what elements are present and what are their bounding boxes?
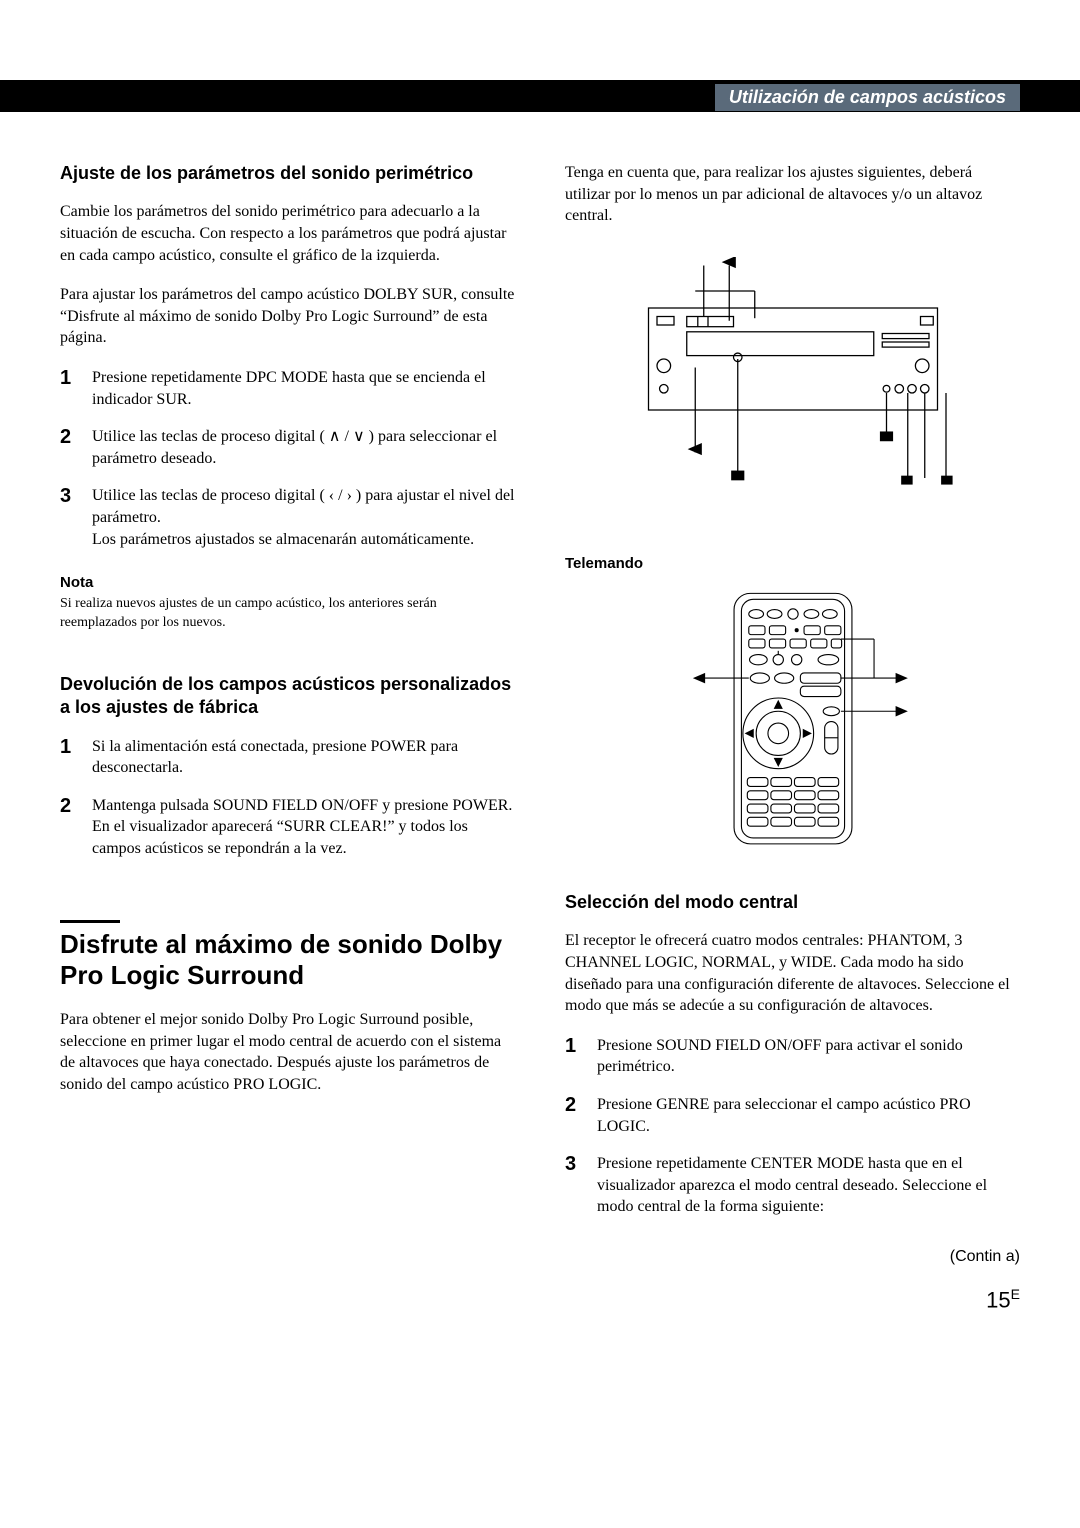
step-item: 2 Presione GENRE para seleccionar el cam… (565, 1094, 1020, 1137)
paragraph: Cambie los parámetros del sonido perimét… (60, 201, 515, 266)
paragraph: Para obtener el mejor sonido Dolby Pro L… (60, 1009, 515, 1095)
step-item: 1 Presione repetidamente DPC MODE hasta … (60, 367, 515, 410)
paragraph: El receptor le ofrecerá cuatro modos cen… (565, 930, 1020, 1016)
left-column: Ajuste de los parámetros del sonido peri… (60, 162, 515, 1266)
step-item: 1 Si la alimentación está conectada, pre… (60, 736, 515, 779)
step-text: Presione SOUND FIELD ON/OFF para activar… (597, 1035, 1020, 1078)
step-item: 2 Mantenga pulsada SOUND FIELD ON/OFF y … (60, 795, 515, 860)
note-text: Si realiza nuevos ajustes de un campo ac… (60, 595, 515, 633)
content-columns: Ajuste de los parámetros del sonido peri… (60, 162, 1020, 1266)
page-number: 15E (60, 1286, 1020, 1313)
step-number: 1 (60, 367, 78, 410)
page-number-suffix: E (1011, 1286, 1020, 1302)
receiver-svg-icon (623, 257, 963, 495)
step-item: 3 Presione repetidamente CENTER MODE has… (565, 1153, 1020, 1218)
step-number: 2 (60, 795, 78, 860)
step-number: 3 (60, 485, 78, 550)
paragraph: Tenga en cuenta que, para realizar los a… (565, 162, 1020, 227)
step-number: 2 (60, 426, 78, 469)
step-text: Utilice las teclas de proceso digital ( … (92, 426, 515, 469)
step-text: Presione repetidamente CENTER MODE hasta… (597, 1153, 1020, 1218)
subheading-factory-reset: Devolución de los campos acústicos perso… (60, 673, 515, 720)
step-text: Utilice las teclas de proceso digital ( … (92, 485, 515, 550)
paragraph: Para ajustar los parámetros del campo ac… (60, 284, 515, 349)
step-text: Si la alimentación está conectada, presi… (92, 736, 515, 779)
step-item: 3 Utilice las teclas de proceso digital … (60, 485, 515, 550)
right-column: Tenga en cuenta que, para realizar los a… (565, 162, 1020, 1266)
step-item: 2 Utilice las teclas de proceso digital … (60, 426, 515, 469)
manual-page: Utilización de campos acústicos Ajuste d… (0, 0, 1080, 1353)
step-number: 1 (565, 1035, 583, 1078)
step-number: 1 (60, 736, 78, 779)
section-label: Utilización de campos acústicos (715, 84, 1020, 111)
remote-label: Telemando (565, 555, 1020, 572)
header-bar: Utilización de campos acústicos (0, 80, 1080, 112)
step-text: Presione repetidamente DPC MODE hasta qu… (92, 367, 515, 410)
main-heading-dolby: Disfrute al máximo de sonido Dolby Pro L… (60, 929, 515, 991)
section-divider (60, 920, 120, 923)
step-number: 2 (565, 1094, 583, 1137)
remote-svg-icon (653, 586, 933, 851)
steps-adjust-params: 1 Presione repetidamente DPC MODE hasta … (60, 367, 515, 550)
subheading-adjust-params: Ajuste de los parámetros del sonido peri… (60, 162, 515, 185)
remote-diagram (653, 586, 933, 851)
continued-label: (Contin a) (565, 1248, 1020, 1266)
step-number: 3 (565, 1153, 583, 1218)
steps-center-mode: 1 Presione SOUND FIELD ON/OFF para activ… (565, 1035, 1020, 1218)
note-label: Nota (60, 574, 515, 591)
subheading-center-mode: Selección del modo central (565, 891, 1020, 914)
step-item: 1 Presione SOUND FIELD ON/OFF para activ… (565, 1035, 1020, 1078)
steps-factory-reset: 1 Si la alimentación está conectada, pre… (60, 736, 515, 860)
receiver-diagram (623, 257, 963, 495)
page-number-value: 15 (986, 1287, 1010, 1312)
step-text: Mantenga pulsada SOUND FIELD ON/OFF y pr… (92, 795, 515, 860)
step-text: Presione GENRE para seleccionar el campo… (597, 1094, 1020, 1137)
